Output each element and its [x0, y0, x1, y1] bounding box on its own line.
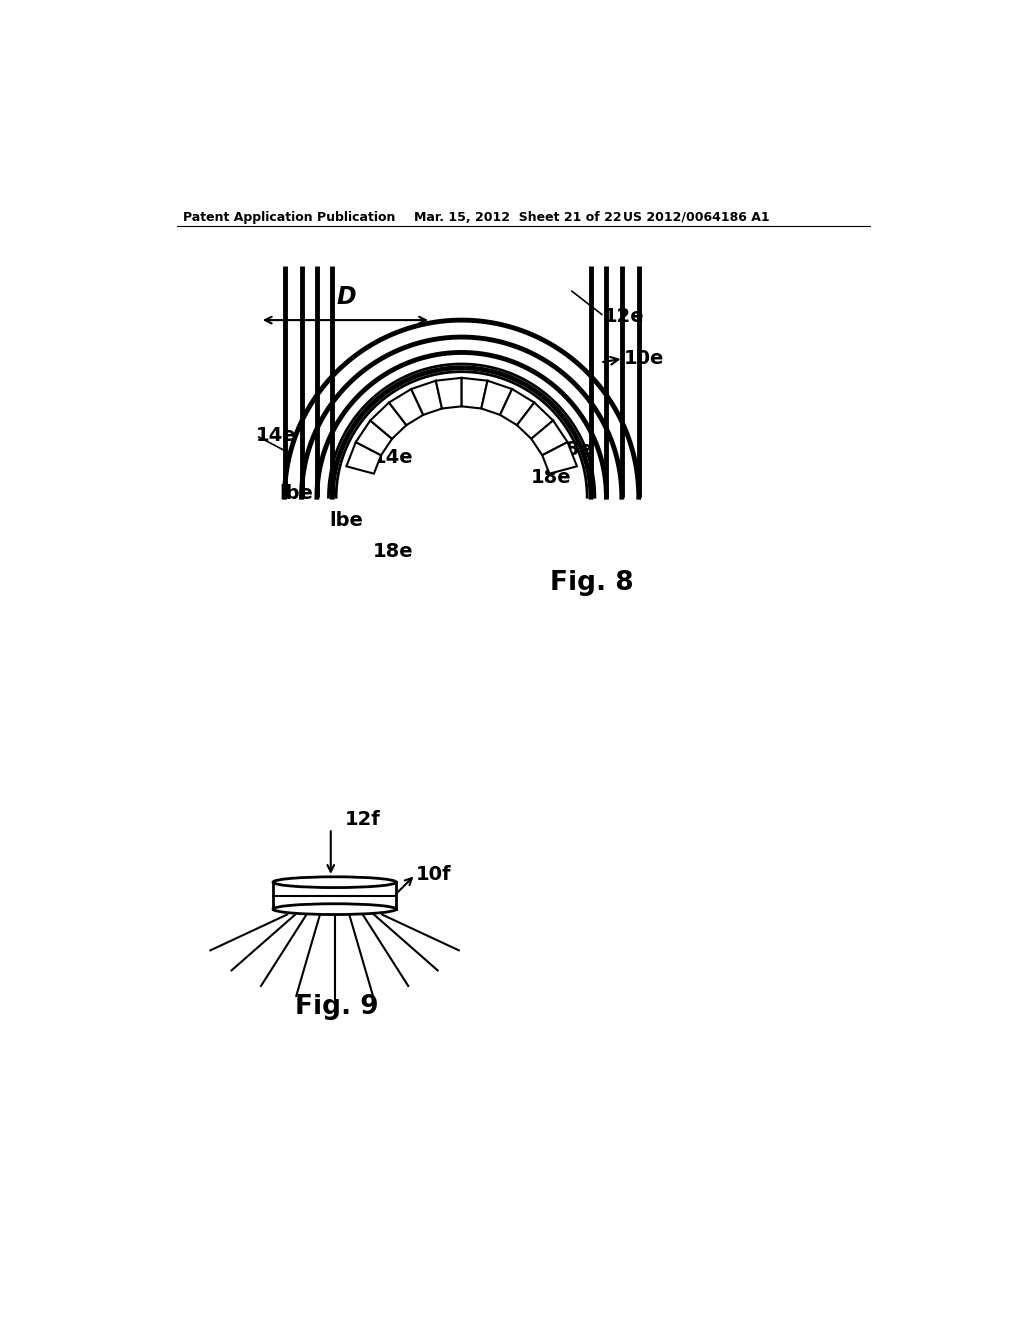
Polygon shape: [543, 442, 577, 474]
Text: 10e: 10e: [624, 348, 664, 368]
Text: 18e: 18e: [553, 440, 593, 459]
Text: lbe: lbe: [280, 484, 313, 503]
Text: 12f: 12f: [345, 809, 380, 829]
Text: 18e: 18e: [373, 541, 414, 561]
Polygon shape: [389, 389, 423, 425]
Text: Mar. 15, 2012  Sheet 21 of 22: Mar. 15, 2012 Sheet 21 of 22: [414, 211, 622, 224]
Ellipse shape: [273, 904, 396, 915]
Polygon shape: [371, 403, 407, 438]
Text: 14e: 14e: [373, 447, 414, 467]
Polygon shape: [346, 442, 381, 474]
Text: 12e: 12e: [604, 306, 645, 326]
Text: 10f: 10f: [416, 865, 451, 884]
Ellipse shape: [273, 876, 396, 887]
Text: Fig. 8: Fig. 8: [550, 570, 634, 597]
Polygon shape: [355, 421, 392, 455]
Polygon shape: [436, 378, 462, 408]
Text: Fig. 9: Fig. 9: [295, 994, 378, 1020]
Polygon shape: [481, 380, 512, 414]
Polygon shape: [412, 380, 442, 414]
Text: D: D: [336, 285, 356, 309]
Polygon shape: [517, 403, 553, 438]
Text: Patent Application Publication: Patent Application Publication: [183, 211, 395, 224]
Polygon shape: [531, 421, 567, 455]
Polygon shape: [500, 389, 535, 425]
Polygon shape: [462, 378, 487, 408]
Text: 14e: 14e: [256, 426, 297, 445]
Text: lbe: lbe: [330, 511, 364, 529]
Text: US 2012/0064186 A1: US 2012/0064186 A1: [624, 211, 770, 224]
Text: 18e: 18e: [531, 469, 571, 487]
